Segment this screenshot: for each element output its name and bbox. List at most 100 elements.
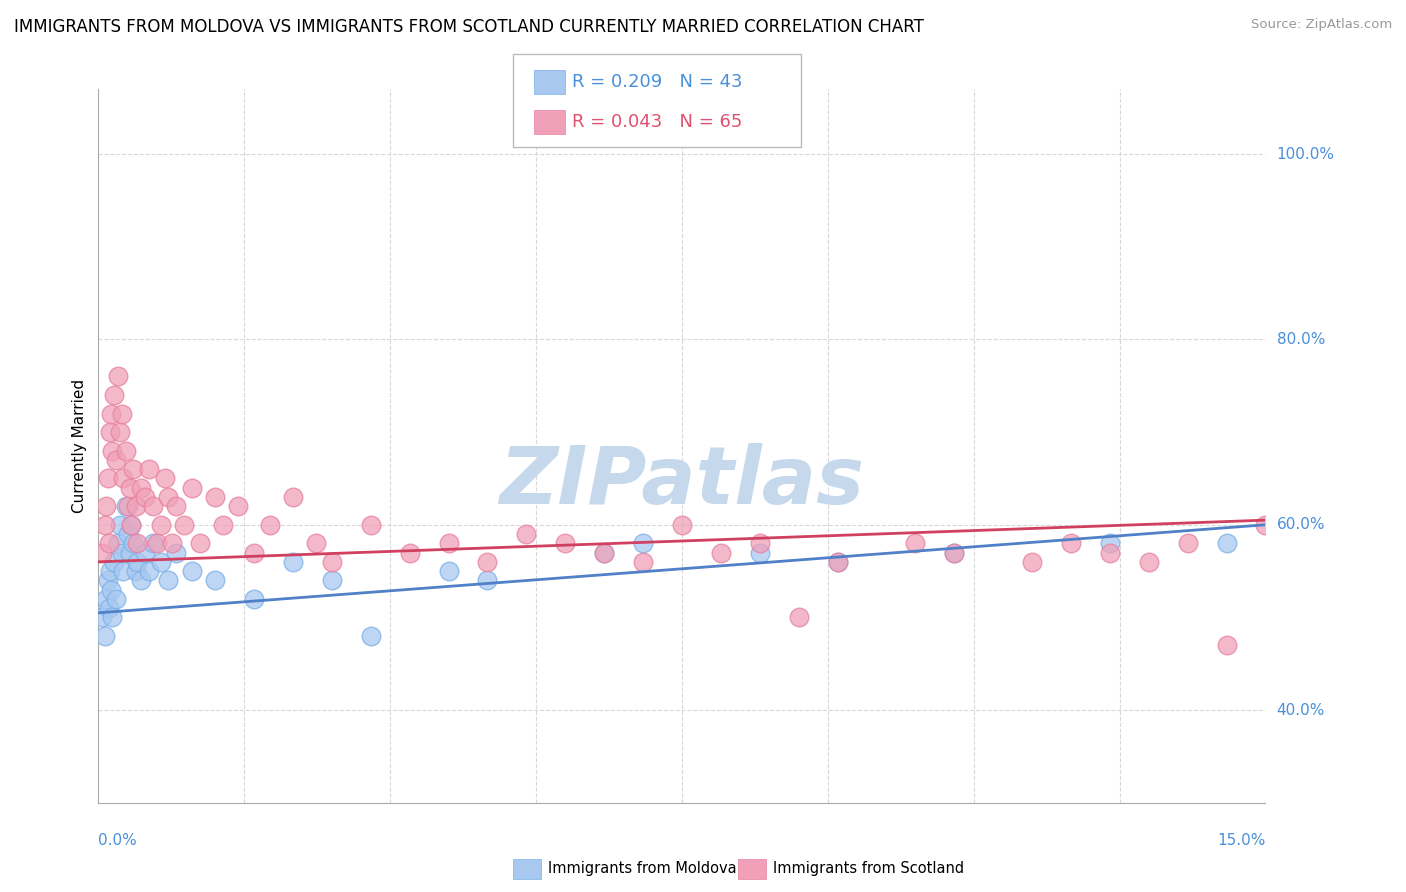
- Text: Immigrants from Moldova: Immigrants from Moldova: [548, 862, 737, 876]
- Point: [437, 564, 460, 578]
- Point: [149, 517, 172, 532]
- Point: [305, 536, 328, 550]
- Point: [120, 517, 142, 532]
- Point: [142, 536, 165, 550]
- Point: [437, 536, 460, 550]
- Point: [129, 481, 152, 495]
- Point: [593, 545, 616, 559]
- Point: [93, 517, 115, 532]
- Point: [554, 536, 576, 550]
- Point: [1060, 536, 1083, 550]
- Point: [1254, 517, 1277, 532]
- Point: [204, 574, 226, 588]
- Point: [827, 555, 849, 569]
- Point: [165, 500, 187, 514]
- Point: [101, 443, 124, 458]
- Point: [477, 555, 499, 569]
- Text: Source: ZipAtlas.com: Source: ZipAtlas.com: [1251, 18, 1392, 31]
- Point: [97, 574, 120, 588]
- Point: [100, 582, 122, 597]
- Point: [117, 500, 139, 514]
- Point: [943, 545, 966, 559]
- Point: [153, 471, 176, 485]
- Point: [173, 517, 195, 532]
- Point: [631, 536, 654, 550]
- Point: [904, 536, 927, 550]
- Point: [204, 490, 226, 504]
- Point: [107, 536, 129, 550]
- Point: [98, 564, 121, 578]
- Point: [122, 462, 145, 476]
- Text: ZIPatlas: ZIPatlas: [499, 442, 865, 521]
- Point: [134, 545, 156, 559]
- Point: [127, 555, 149, 569]
- Point: [321, 555, 343, 569]
- Point: [96, 591, 118, 606]
- Text: Immigrants from Scotland: Immigrants from Scotland: [773, 862, 965, 876]
- Text: 0.0%: 0.0%: [98, 833, 138, 848]
- Point: [243, 591, 266, 606]
- Point: [129, 574, 152, 588]
- Text: R = 0.209   N = 43: R = 0.209 N = 43: [572, 73, 742, 91]
- Point: [108, 517, 131, 532]
- Point: [107, 369, 129, 384]
- Point: [134, 490, 156, 504]
- Point: [360, 629, 382, 643]
- Point: [98, 601, 121, 615]
- Point: [125, 564, 148, 578]
- Point: [122, 536, 145, 550]
- Point: [100, 407, 122, 421]
- Point: [281, 555, 304, 569]
- Point: [243, 545, 266, 559]
- Point: [360, 517, 382, 532]
- Point: [671, 517, 693, 532]
- Text: 80.0%: 80.0%: [1277, 332, 1324, 347]
- Point: [157, 490, 180, 504]
- Point: [157, 574, 180, 588]
- Point: [112, 471, 135, 485]
- Text: 60.0%: 60.0%: [1277, 517, 1324, 533]
- Point: [1177, 536, 1199, 550]
- Point: [118, 545, 141, 559]
- Point: [96, 500, 118, 514]
- Point: [91, 610, 114, 624]
- Point: [281, 490, 304, 504]
- Point: [1098, 545, 1121, 559]
- Point: [118, 481, 141, 495]
- Point: [515, 527, 537, 541]
- Text: 100.0%: 100.0%: [1277, 146, 1334, 161]
- Point: [398, 545, 420, 559]
- Point: [142, 500, 165, 514]
- Y-axis label: Currently Married: Currently Married: [72, 379, 87, 513]
- Point: [321, 574, 343, 588]
- Point: [125, 500, 148, 514]
- Point: [1098, 536, 1121, 550]
- Point: [1294, 500, 1316, 514]
- Point: [259, 517, 281, 532]
- Point: [101, 610, 124, 624]
- Point: [149, 555, 172, 569]
- Point: [117, 527, 139, 541]
- Point: [91, 545, 114, 559]
- Point: [1137, 555, 1160, 569]
- Point: [748, 545, 770, 559]
- Point: [748, 536, 770, 550]
- Point: [111, 407, 134, 421]
- Point: [103, 388, 125, 402]
- Point: [138, 462, 160, 476]
- Point: [228, 500, 250, 514]
- Point: [104, 591, 127, 606]
- Text: IMMIGRANTS FROM MOLDOVA VS IMMIGRANTS FROM SCOTLAND CURRENTLY MARRIED CORRELATIO: IMMIGRANTS FROM MOLDOVA VS IMMIGRANTS FR…: [14, 18, 924, 36]
- Point: [943, 545, 966, 559]
- Point: [212, 517, 235, 532]
- Point: [827, 555, 849, 569]
- Text: R = 0.043   N = 65: R = 0.043 N = 65: [572, 112, 742, 130]
- Point: [104, 453, 127, 467]
- Text: 15.0%: 15.0%: [1218, 833, 1265, 848]
- Point: [165, 545, 187, 559]
- Point: [631, 555, 654, 569]
- Point: [710, 545, 733, 559]
- Point: [1215, 536, 1237, 550]
- Point: [188, 536, 211, 550]
- Point: [108, 425, 131, 439]
